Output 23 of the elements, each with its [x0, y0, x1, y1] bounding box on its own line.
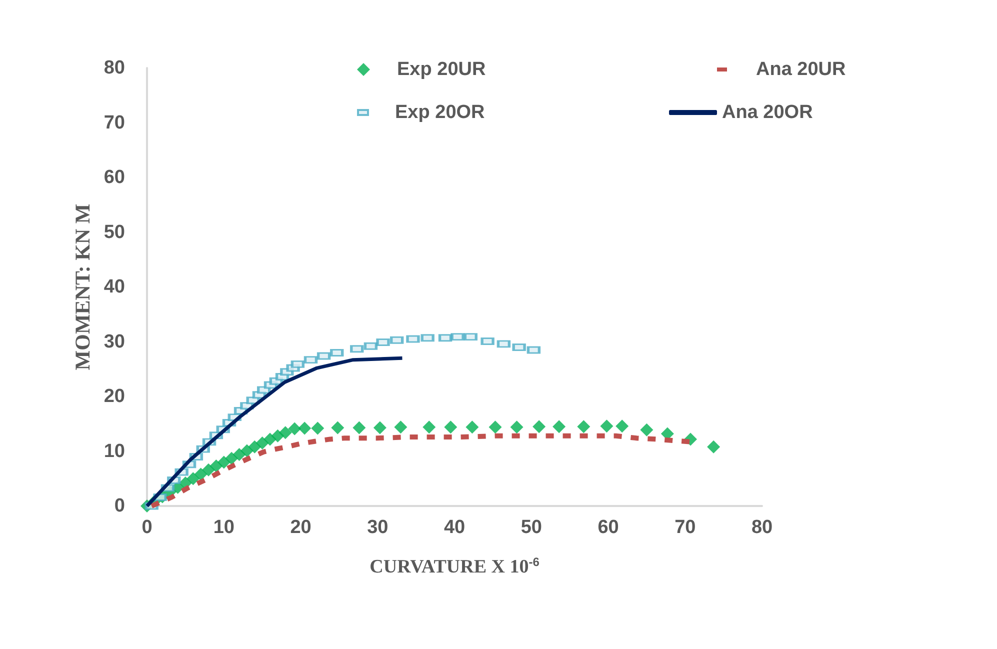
x-tick-label: 80 [751, 517, 773, 538]
y-tick-label: 80 [104, 58, 125, 78]
y-tick-label: 10 [104, 440, 125, 462]
legend-label: Ana 20OR [722, 102, 814, 123]
x-tick-label: 50 [520, 517, 542, 538]
y-tick-label: 60 [104, 167, 125, 188]
x-tick-label: 0 [142, 517, 152, 538]
x-tick-label: 70 [674, 517, 696, 538]
y-tick-label: 20 [104, 386, 125, 407]
y-tick-label: 50 [104, 222, 125, 243]
legend-label: Exp 20UR [397, 59, 486, 80]
x-tick-label: 30 [367, 517, 388, 538]
y-tick-label: 70 [104, 112, 125, 134]
y-axis-title: MOMENT: KN M [70, 204, 94, 370]
legend-label: Exp 20OR [395, 102, 486, 123]
x-tick-label: 10 [213, 517, 234, 538]
x-tick-label: 40 [444, 517, 466, 538]
x-tick-label: 60 [598, 517, 619, 538]
legend-label: Ana 20UR [756, 59, 846, 80]
y-tick-label: 40 [104, 276, 125, 298]
y-tick-label: 30 [104, 331, 125, 352]
y-tick-label: 0 [114, 496, 125, 516]
x-tick-label: 20 [290, 517, 312, 538]
